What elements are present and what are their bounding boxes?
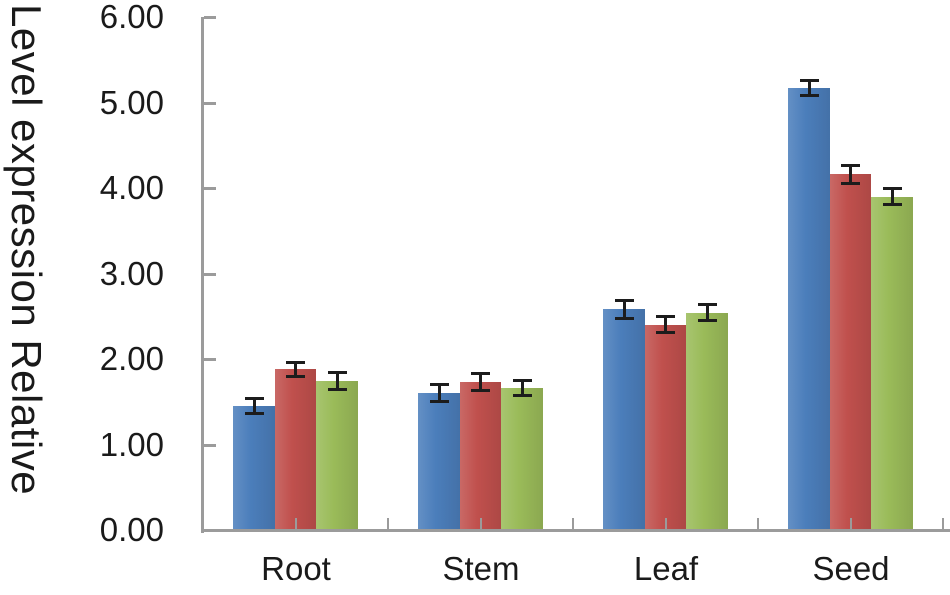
x-axis-tick bbox=[387, 518, 389, 530]
error-bar-line bbox=[622, 300, 626, 319]
error-bar-line bbox=[807, 79, 811, 97]
error-bar-line bbox=[849, 165, 852, 184]
error-bar-root-green bbox=[327, 370, 347, 392]
x-axis-tick bbox=[757, 518, 759, 530]
bar-seed-blue bbox=[788, 87, 830, 530]
y-tick-label-6.00: 6.00 bbox=[99, 0, 164, 35]
x-category-label-stem: Stem bbox=[442, 550, 520, 587]
y-axis-tick bbox=[204, 358, 216, 361]
error-bar-line bbox=[252, 397, 256, 415]
error-bar-leaf-blue bbox=[614, 299, 634, 320]
x-axis-tick bbox=[849, 518, 852, 530]
y-axis-tick bbox=[204, 272, 216, 276]
bar-seed-red bbox=[829, 174, 872, 530]
error-bar-leaf-green bbox=[697, 303, 717, 323]
error-bar-seed-blue bbox=[799, 78, 819, 98]
error-bar-stem-green bbox=[512, 378, 532, 398]
bar-stem-blue bbox=[418, 393, 460, 530]
x-category-label-seed: Seed bbox=[812, 550, 890, 587]
y-axis-tick bbox=[204, 443, 216, 447]
y-tick-label-3.00: 3.00 bbox=[99, 254, 164, 292]
y-axis-tick bbox=[204, 16, 216, 19]
x-axis-tick bbox=[572, 518, 574, 530]
error-bar-line bbox=[664, 316, 667, 334]
error-bar-root-red bbox=[286, 360, 305, 378]
error-bar-stem-blue bbox=[429, 382, 449, 404]
bar-root-blue bbox=[233, 406, 275, 530]
bar-stem-green bbox=[501, 388, 543, 530]
bar-root-green bbox=[316, 381, 358, 530]
x-axis-tick bbox=[294, 518, 297, 530]
y-tick-label-4.00: 4.00 bbox=[99, 169, 164, 206]
error-bar-leaf-red bbox=[656, 315, 675, 335]
y-axis-tick bbox=[204, 187, 216, 190]
x-category-label-leaf: Leaf bbox=[633, 550, 699, 587]
y-tick-label-5.00: 5.00 bbox=[99, 83, 164, 121]
y-tick-label-0.00: 0.00 bbox=[99, 511, 164, 548]
y-axis-title: Level expression Relative bbox=[3, 4, 50, 496]
error-bar-line bbox=[705, 304, 709, 322]
error-bar-line bbox=[294, 361, 297, 377]
bar-stem-red bbox=[459, 382, 502, 530]
error-bar-line bbox=[437, 383, 441, 403]
y-axis-line bbox=[201, 17, 204, 533]
x-axis-tick bbox=[664, 518, 667, 530]
x-axis-tick bbox=[479, 518, 482, 530]
y-tick-label-1.00: 1.00 bbox=[99, 425, 164, 463]
x-axis-line bbox=[201, 529, 950, 532]
bar-seed-green bbox=[871, 196, 913, 530]
error-bar-line bbox=[520, 379, 524, 397]
error-bar-seed-green bbox=[882, 187, 902, 206]
bar-leaf-red bbox=[644, 324, 687, 530]
bar-root-red bbox=[274, 369, 317, 530]
error-bar-line bbox=[890, 188, 894, 205]
error-bar-root-blue bbox=[244, 396, 264, 416]
bar-leaf-blue bbox=[603, 309, 645, 530]
error-bar-stem-red bbox=[471, 371, 490, 393]
error-bar-line bbox=[479, 372, 482, 392]
error-bar-line bbox=[335, 371, 339, 391]
y-axis-tick bbox=[204, 101, 216, 105]
y-tick-label-2.00: 2.00 bbox=[99, 340, 164, 377]
error-bar-seed-red bbox=[841, 164, 860, 185]
bar-leaf-green bbox=[686, 312, 728, 530]
x-axis-tick bbox=[942, 518, 944, 530]
x-category-label-root: Root bbox=[261, 550, 331, 587]
